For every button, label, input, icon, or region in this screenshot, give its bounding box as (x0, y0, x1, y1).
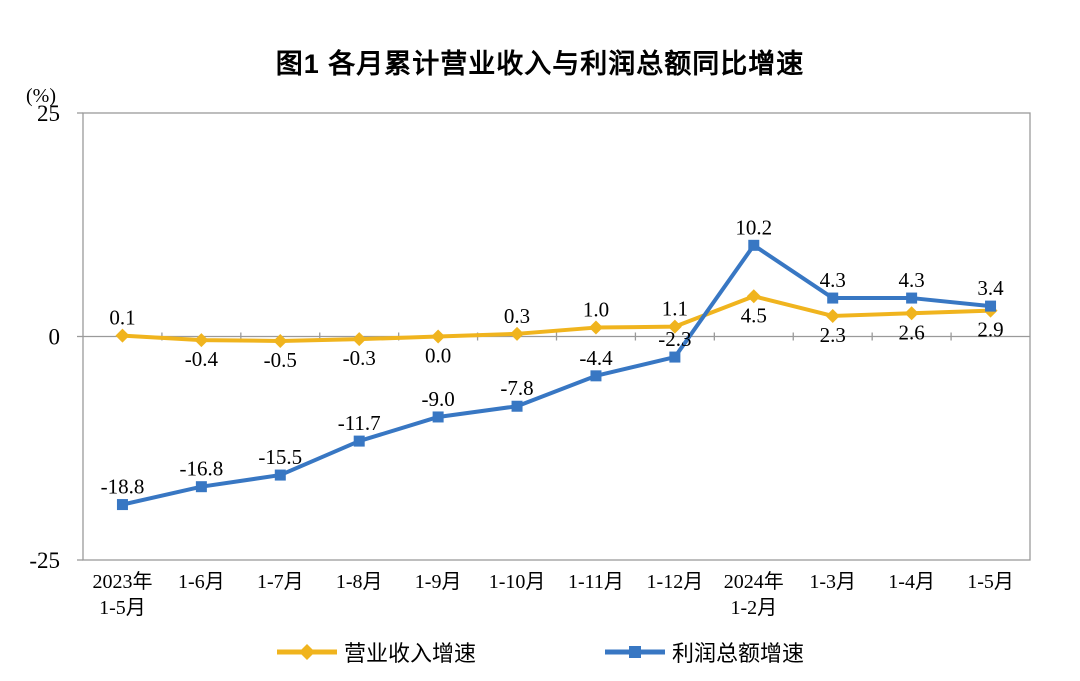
legend-marker-profit-square (605, 646, 665, 658)
data-point-marker (274, 469, 286, 481)
data-point-label: 1.1 (662, 297, 688, 321)
data-point-marker (748, 239, 760, 251)
data-point-marker (115, 328, 130, 343)
data-point-marker (667, 319, 682, 334)
x-tick-label: 1-3月 (809, 571, 856, 593)
data-point-label: 2.9 (977, 318, 1003, 342)
data-point-marker (511, 400, 523, 412)
data-point-marker (588, 320, 603, 335)
x-tick-label: 1-8月 (336, 571, 383, 593)
legend-label-profit: 利润总额增速 (672, 641, 805, 666)
y-tick-label: 25 (37, 101, 60, 126)
data-point-label: -0.4 (185, 347, 219, 371)
data-point-marker (827, 292, 839, 304)
data-point-marker (985, 300, 997, 312)
data-point-marker (590, 370, 602, 382)
data-point-label: -2.3 (658, 327, 691, 351)
data-point-label: -18.8 (101, 475, 145, 499)
series-line (122, 294, 991, 343)
data-point-marker (353, 435, 365, 447)
legend-marker-revenue-diamond (276, 644, 337, 660)
legend-square (629, 646, 641, 658)
x-tick-label: 1-5月 (967, 571, 1014, 593)
data-point-label: 2.6 (899, 320, 925, 344)
chart-title: 图1 各月累计营业收入与利润总额同比增速 (275, 49, 805, 79)
data-point-marker (431, 329, 446, 344)
y-tick-label: 0 (49, 325, 61, 350)
x-tick-label: 1-7月 (257, 571, 304, 593)
series-line (122, 243, 991, 507)
y-axis-unit-label: (%) (26, 85, 56, 107)
data-point-label: 10.2 (735, 215, 772, 239)
data-point-label: -15.5 (258, 445, 302, 469)
x-tick-label: 1-4月 (888, 571, 935, 593)
x-tick-label: 1-9月 (415, 571, 462, 593)
data-point-label: -9.0 (422, 387, 455, 411)
x-tick-label: 1-5月 (99, 597, 146, 619)
data-point-label: 2.3 (820, 323, 846, 347)
data-point-marker (273, 333, 288, 348)
x-tick-label: 2023年 (92, 570, 152, 593)
x-tick-label: 1-12月 (647, 571, 704, 593)
legend-diamond (298, 644, 315, 660)
data-point-marker (904, 306, 919, 321)
data-point-marker (825, 308, 840, 323)
data-point-label: -7.8 (500, 376, 533, 400)
chart-legend: 营业收入增速 利润总额增速 (0, 636, 1080, 668)
data-point-label: 4.3 (899, 268, 925, 292)
data-point-marker (432, 411, 444, 423)
data-point-label: -16.8 (180, 457, 224, 481)
data-point-label: -0.5 (264, 348, 297, 372)
data-point-label: -11.7 (338, 411, 381, 435)
data-point-label: 3.4 (977, 276, 1004, 300)
data-point-label: -4.4 (579, 346, 613, 370)
data-point-marker (510, 326, 525, 341)
x-tick-label: 2024年 (724, 570, 784, 593)
data-point-marker (352, 332, 367, 347)
data-point-label: -0.3 (343, 346, 376, 370)
legend-label-revenue: 营业收入增速 (343, 641, 476, 666)
data-point-label: 1.0 (583, 298, 609, 322)
x-tick-label: 1-6月 (178, 571, 225, 593)
data-point-label: 0.1 (109, 306, 135, 330)
data-point-label: 0.0 (425, 344, 451, 368)
legend-item-revenue: 营业收入增速 (276, 636, 476, 668)
data-point-marker (669, 351, 681, 363)
y-tick-label: -25 (29, 548, 60, 573)
data-point-label: 4.5 (741, 303, 767, 327)
data-point-label: 0.3 (504, 304, 530, 328)
data-point-marker (194, 333, 209, 348)
x-tick-label: 1-10月 (489, 571, 546, 593)
data-point-marker (195, 481, 207, 493)
data-point-marker (116, 499, 128, 511)
data-point-marker (746, 289, 761, 304)
data-point-marker (906, 292, 918, 304)
legend-item-profit: 利润总额增速 (604, 636, 804, 668)
x-tick-label: 1-11月 (568, 571, 624, 593)
data-point-label: 4.3 (820, 268, 846, 292)
x-tick-label: 1-2月 (730, 597, 777, 619)
